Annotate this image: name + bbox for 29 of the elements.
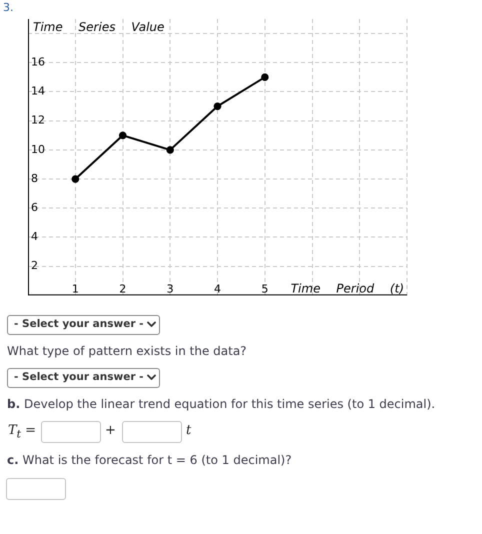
- y-tick-label: 6: [31, 200, 38, 214]
- text: 3.: [3, 1, 14, 14]
- y-tick-label: 10: [31, 142, 45, 156]
- y-tick-label: 12: [31, 114, 45, 127]
- dropdown: - Select your answer -: [7, 368, 160, 388]
- y-tick-label: 4: [31, 230, 38, 244]
- x-axis-title: Time Period (t): [290, 281, 404, 296]
- text: t: [186, 423, 192, 438]
- text: What type of pattern exists in the data?: [7, 344, 247, 358]
- x-tick-label: 5: [261, 282, 268, 296]
- text: b. Develop the linear trend equation for this time series (to 1 decimal).: [7, 397, 436, 411]
- x-tick-label: 4: [214, 282, 221, 296]
- x-tick-label: 3: [166, 282, 174, 296]
- point: [166, 146, 174, 154]
- x-tick-label: 2: [119, 282, 126, 296]
- y-axis-title: Time Series Value: [33, 20, 164, 34]
- y-tick-label: 8: [31, 172, 38, 185]
- text: c. What is the forecast for t = 6 (to 1 decimal)?: [7, 453, 292, 467]
- y-tick-label: 16: [31, 56, 45, 68]
- point: [72, 175, 80, 183]
- point: [214, 102, 222, 110]
- text: +: [105, 423, 116, 438]
- point: [261, 73, 269, 81]
- point: [118, 132, 127, 140]
- y-tick-label: 2: [31, 259, 38, 272]
- text: T$_{t}$ =: [8, 423, 36, 441]
- y-tick-label: 14: [31, 84, 45, 98]
- dropdown: - Select your answer -: [7, 315, 160, 335]
- x-tick-label: 1: [72, 282, 79, 296]
